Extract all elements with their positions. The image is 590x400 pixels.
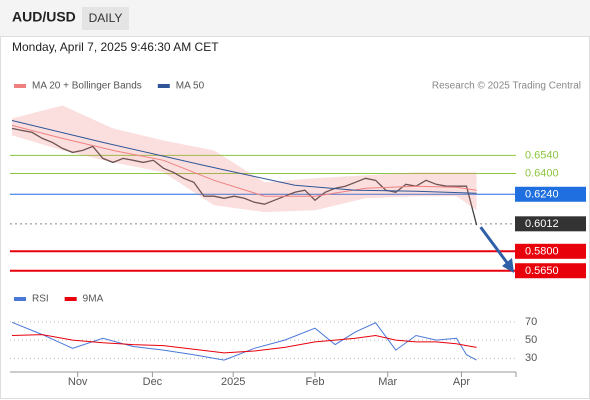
series-line <box>11 127 478 226</box>
level-label: 0.6400 <box>525 167 559 179</box>
y-tick-label: 30 <box>525 352 537 364</box>
series-line <box>11 334 477 354</box>
timeframe[interactable]: DAILY <box>89 11 123 25</box>
forecast-arrow <box>479 226 510 265</box>
level-label-box <box>515 243 586 259</box>
x-tick-label: Dec <box>143 376 163 388</box>
x-tick-label: Mar <box>378 376 397 388</box>
level-label-box <box>515 216 586 232</box>
forecast-arrowhead <box>502 258 514 273</box>
x-tick-label: Feb <box>306 376 325 388</box>
level-label: 0.6012 <box>525 218 559 230</box>
x-tick-label: Apr <box>453 376 470 388</box>
level-label-box <box>515 186 586 202</box>
level-label: 0.6540 <box>525 149 559 161</box>
symbol: AUD/USD <box>12 9 76 25</box>
legend-label: MA 20 + Bollinger Bands <box>32 81 142 92</box>
series-line <box>11 120 477 194</box>
x-tick-label: 2025 <box>221 376 245 388</box>
date: Monday, April 7, 2025 9:46:30 AM CET <box>12 40 219 54</box>
level-label: 0.5650 <box>525 265 559 277</box>
legend-label: RSI <box>32 294 49 305</box>
legend-label: MA 50 <box>176 81 205 92</box>
series-line <box>11 124 477 197</box>
level-label: 0.6240 <box>525 189 559 201</box>
timeframe-button[interactable] <box>82 7 129 30</box>
x-tick-label: Nov <box>68 376 88 388</box>
bollinger-band <box>12 105 477 213</box>
level-label: 0.5800 <box>525 246 559 258</box>
series-line <box>11 321 477 361</box>
source: Research © 2025 Trading Central <box>432 81 581 92</box>
y-tick-label: 70 <box>525 316 537 328</box>
y-tick-label: 50 <box>525 334 537 346</box>
legend-label: 9MA <box>83 294 104 305</box>
level-label-box <box>515 263 586 279</box>
